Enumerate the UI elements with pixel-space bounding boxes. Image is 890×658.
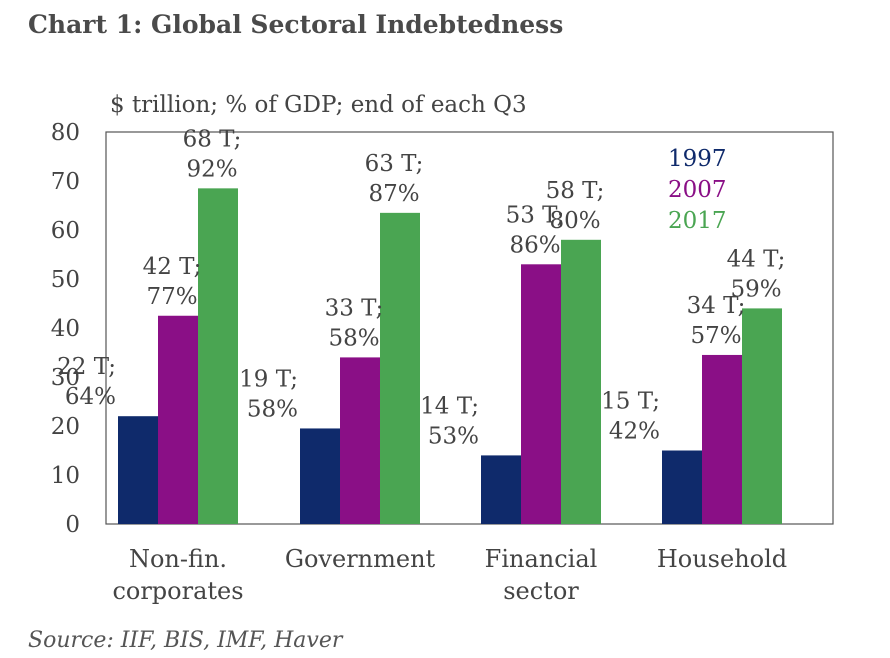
data-label: 33 T; 58% <box>325 295 384 351</box>
bar-2017-1 <box>380 212 420 524</box>
data-label: 58 T; 80% <box>546 178 605 234</box>
data-label: 15 T; 42% <box>601 389 660 445</box>
plot-area-border <box>105 131 834 525</box>
bar-2007-2 <box>521 264 561 524</box>
y-tick-label: 80 <box>51 120 80 146</box>
legend-entry-2007: 2007 <box>668 177 727 203</box>
bar-1997-3 <box>662 450 702 524</box>
data-label: 22 T; 64% <box>57 354 116 410</box>
data-label: 19 T; 58% <box>239 366 298 422</box>
legend: 1997 2007 2017 <box>668 146 727 234</box>
x-axis: Non-fin. corporates Government Financial sec… <box>112 545 787 605</box>
y-tick-label: 40 <box>51 316 80 342</box>
x-tick-label: Government <box>285 545 436 573</box>
chart-title: Chart 1: Global Sectoral Indebtedness <box>28 10 564 39</box>
y-axis: 0 10 20 30 40 50 60 70 80 <box>51 120 80 538</box>
data-label: 63 T; 87% <box>365 151 424 207</box>
y-tick-label: 50 <box>51 267 80 293</box>
y-tick-label: 10 <box>51 463 80 489</box>
data-label: 53 T; 86% <box>506 202 565 258</box>
y-tick-label: 0 <box>65 512 80 538</box>
y-tick-label: 60 <box>51 218 80 244</box>
bar-2017-3 <box>742 308 782 524</box>
bar-2007-0 <box>158 315 198 524</box>
legend-entry-2017: 2017 <box>668 208 727 234</box>
data-label: 68 T; 92% <box>183 126 242 182</box>
y-tick-label: 70 <box>51 169 80 195</box>
x-tick-label: Household <box>657 545 787 573</box>
source-note: Source: IIF, BIS, IMF, Haver <box>28 628 343 653</box>
x-tick-label: Non-fin. corporates <box>112 545 243 605</box>
data-label: 34 T; 57% <box>687 293 746 349</box>
data-label: 44 T; 59% <box>727 246 786 302</box>
bar-2017-0 <box>198 188 238 524</box>
legend-entry-1997: 1997 <box>668 146 727 172</box>
bar-1997-2 <box>481 455 521 524</box>
bar-1997-1 <box>300 428 340 524</box>
bar-2007-3 <box>702 354 742 524</box>
x-tick-label: Financial sector <box>485 545 598 605</box>
data-label: 42 T; 77% <box>143 254 202 310</box>
bar-1997-0 <box>118 416 158 524</box>
data-labels: 22 T; 64% 19 T; 58% 14 T; 53% 15 T; 42% 42 T; 77%… <box>57 126 785 449</box>
data-label: 14 T; 53% <box>420 393 479 449</box>
bars <box>118 188 782 525</box>
bar-2007-1 <box>340 357 380 524</box>
y-tick-label: 20 <box>51 414 80 440</box>
bar-2017-2 <box>561 239 601 525</box>
chart-subtitle: $ trillion; % of GDP; end of each Q3 <box>110 92 527 118</box>
y-tick-label: 30 <box>51 365 80 391</box>
